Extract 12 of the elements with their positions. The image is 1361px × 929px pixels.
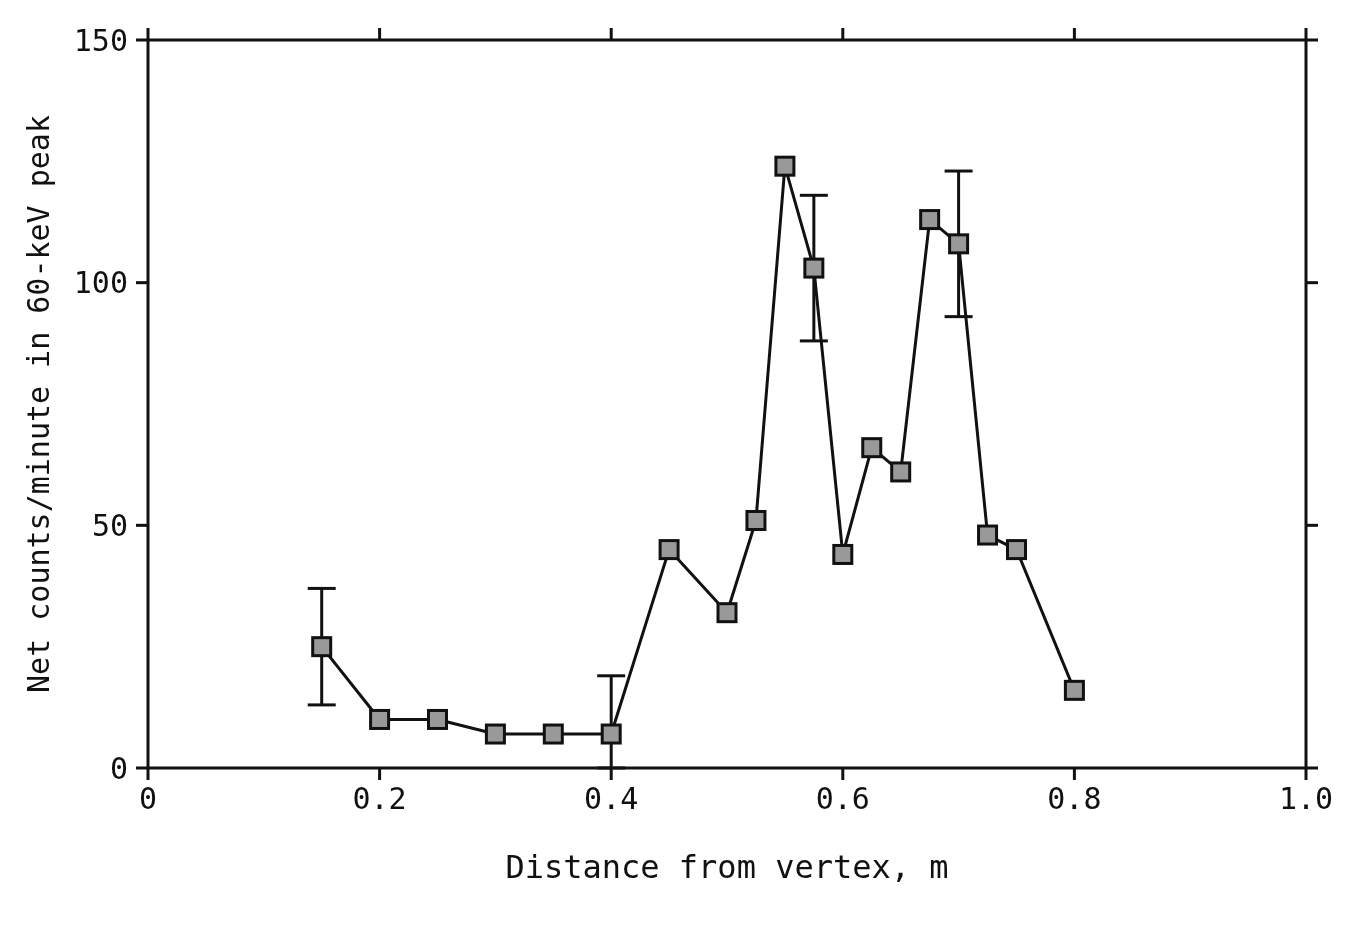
y-axis-title: Net counts/minute in 60-keV peak (20, 115, 56, 693)
x-tick-label: 0.2 (352, 781, 407, 817)
y-tick-label: 100 (73, 265, 128, 301)
y-tick-label: 0 (109, 750, 128, 786)
y-tick-label: 150 (73, 22, 128, 58)
x-axis-title: Distance from vertex, m (505, 848, 949, 886)
y-tick-label: 50 (91, 507, 128, 543)
x-tick-label: 0 (138, 781, 158, 817)
x-tick-label: 0.8 (1047, 781, 1102, 817)
x-tick-label: 0.6 (815, 781, 870, 817)
x-tick-label: 1.0 (1278, 781, 1334, 817)
x-tick-label: 0.4 (584, 781, 639, 817)
